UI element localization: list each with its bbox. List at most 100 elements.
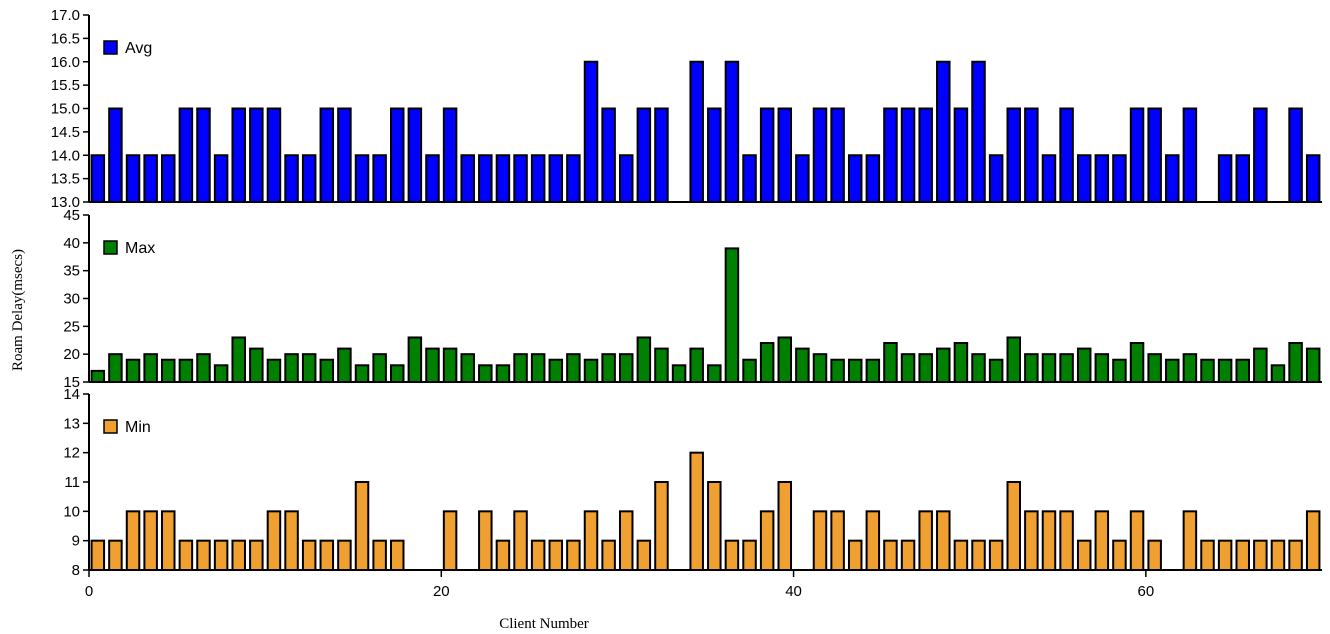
- max-bar: [231, 336, 246, 383]
- avg-bar: [284, 154, 299, 203]
- max-bar: [654, 347, 669, 384]
- max-bar: [478, 364, 493, 383]
- min-bar: [971, 539, 986, 571]
- legend-swatch-avg: [103, 40, 118, 55]
- max-bar: [830, 358, 845, 384]
- max-bar: [90, 369, 106, 383]
- avg-bar: [830, 107, 845, 203]
- max-bar: [1182, 353, 1198, 384]
- min-bar: [1041, 510, 1057, 571]
- avg-bar: [900, 107, 916, 203]
- max-bar: [566, 353, 581, 384]
- max-bar: [618, 353, 634, 384]
- avg-bar: [654, 107, 669, 203]
- max-bar: [918, 353, 933, 384]
- min-bar: [583, 510, 599, 571]
- avg-bar: [108, 107, 123, 203]
- max-bar: [953, 342, 969, 383]
- avg-bar: [231, 107, 246, 203]
- y-tick-label: 10: [63, 503, 80, 520]
- min-bar: [161, 510, 176, 571]
- avg-bar: [390, 107, 405, 203]
- max-bar: [883, 342, 898, 383]
- max-bar: [724, 247, 740, 383]
- max-bar: [988, 358, 1004, 384]
- min-bar: [900, 539, 916, 571]
- avg-bar: [936, 60, 951, 203]
- x-tick-label: 0: [85, 583, 93, 600]
- avg-bar: [724, 60, 740, 203]
- min-bar: [1112, 539, 1127, 571]
- max-bar: [460, 353, 475, 384]
- avg-bar: [354, 154, 370, 203]
- max-bar: [1217, 358, 1233, 384]
- min-bar: [1270, 539, 1286, 571]
- panel-max: 15 20 25 30 35 40 45 Max: [63, 207, 1322, 391]
- min-bar: [178, 539, 194, 571]
- y-tick-label: 15.5: [51, 77, 80, 94]
- min-bar: [284, 510, 299, 571]
- max-bar: [759, 342, 775, 383]
- max-bar: [1235, 358, 1250, 384]
- min-bar: [213, 539, 229, 571]
- avg-bar: [161, 154, 176, 203]
- avg-bar: [213, 154, 229, 203]
- min-bar: [196, 539, 211, 571]
- avg-bar: [442, 107, 458, 203]
- y-tick-label: 17.0: [51, 7, 80, 24]
- max-bar: [513, 353, 528, 384]
- min-bar: [618, 510, 634, 571]
- avg-bar: [90, 154, 106, 203]
- min-bar: [654, 481, 669, 571]
- max-bar: [284, 353, 299, 384]
- chart-panels: 13.013.514.014.515.015.516.016.517.0Avg1…: [51, 7, 1322, 600]
- min-bar: [495, 539, 511, 571]
- max-bar: [1165, 358, 1180, 384]
- min-bar: [266, 510, 282, 571]
- avg-bar: [1076, 154, 1092, 203]
- y-tick-label: 12: [63, 445, 80, 462]
- max-bar: [108, 353, 123, 384]
- avg-bar: [266, 107, 282, 203]
- min-bar: [883, 539, 898, 571]
- min-bar: [513, 510, 528, 571]
- max-bar: [812, 353, 828, 384]
- avg-bar: [1041, 154, 1057, 203]
- avg-bar: [566, 154, 581, 203]
- max-bar: [1305, 347, 1321, 384]
- min-bar: [988, 539, 1004, 571]
- min-bar: [1147, 539, 1162, 571]
- max-bar: [671, 364, 687, 383]
- max-bar: [1059, 353, 1074, 384]
- avg-bar: [1217, 154, 1233, 203]
- max-bar: [583, 358, 599, 384]
- y-tick-label: 13.5: [51, 171, 80, 188]
- max-bar: [1112, 358, 1127, 384]
- max-bar: [1288, 342, 1303, 383]
- y-tick-label: 8: [72, 562, 80, 579]
- min-bar: [108, 539, 123, 571]
- max-bar: [548, 358, 564, 384]
- avg-bar: [495, 154, 511, 203]
- max-bar: [125, 358, 141, 384]
- avg-bar: [883, 107, 898, 203]
- y-tick-label: 11: [64, 474, 80, 491]
- legend-label-max: Max: [125, 240, 155, 257]
- avg-bar: [319, 107, 335, 203]
- max-bar: [143, 353, 158, 384]
- max-bar: [1129, 342, 1145, 383]
- avg-bar: [847, 154, 863, 203]
- max-bar: [213, 364, 229, 383]
- x-tick-label: 40: [785, 583, 802, 600]
- y-tick-label: 30: [63, 291, 80, 308]
- avg-bar: [1305, 154, 1321, 203]
- legend-swatch-max: [103, 240, 118, 255]
- min-bar: [125, 510, 141, 571]
- min-bar: [372, 539, 387, 571]
- avg-bar: [178, 107, 194, 203]
- min-bar: [301, 539, 317, 571]
- max-bar: [1270, 364, 1286, 383]
- min-bar: [442, 510, 458, 571]
- avg-bar: [707, 107, 722, 203]
- avg-bar: [530, 154, 546, 203]
